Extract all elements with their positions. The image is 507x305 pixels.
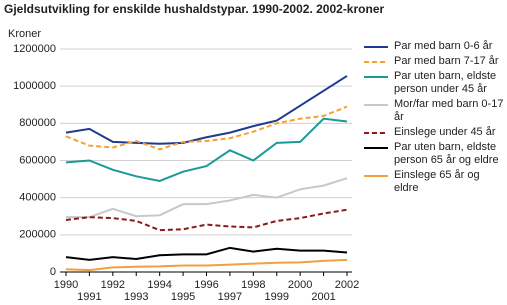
legend-label: Par uten barn, eldste person 65 år og el… — [394, 141, 499, 166]
x-tick-label: 1997 — [218, 291, 242, 303]
y-axis-label: Kroner — [8, 28, 41, 40]
x-tick-label: 1996 — [194, 279, 218, 291]
legend-label: Par med barn 0-6 år — [394, 40, 493, 52]
legend-item: Par uten barn, eldste person 65 år og el… — [364, 141, 504, 167]
x-tick-label: 1991 — [77, 291, 101, 303]
legend-swatch — [364, 132, 388, 134]
legend-item: Par med barn 0-6 år — [364, 40, 504, 53]
legend-label: Par uten barn, eldste person under 45 år — [394, 70, 497, 95]
legend-swatch — [364, 76, 388, 78]
legend-label: Par med barn 7-17 år — [394, 55, 499, 67]
legend-swatch — [364, 104, 388, 106]
legend-swatch — [364, 147, 388, 149]
y-tick-label: 200000 — [19, 229, 56, 241]
x-tick-label: 1998 — [241, 279, 265, 291]
legend-item: Einslege under 45 år — [364, 126, 504, 139]
x-tick-label: 2001 — [311, 291, 335, 303]
x-tick-label: 1999 — [265, 291, 289, 303]
y-tick-label: 0 — [50, 266, 56, 278]
legend-item: Par med barn 7-17 år — [364, 55, 504, 68]
legend: Par med barn 0-6 år Par med barn 7-17 år P… — [364, 40, 504, 197]
legend-item: Par uten barn, eldste person under 45 år — [364, 70, 504, 96]
x-tick-label: 1995 — [171, 291, 195, 303]
chart-title: Gjeldsutvikling for enskilde hushaldstyp… — [4, 2, 384, 16]
legend-label: Einslege 65 år og eldre — [394, 169, 480, 194]
legend-swatch — [364, 61, 388, 63]
legend-item: Einslege 65 år og eldre — [364, 169, 504, 195]
legend-label: Einslege under 45 år — [394, 126, 496, 138]
y-tick-label: 1000000 — [13, 80, 56, 92]
legend-swatch — [364, 46, 388, 48]
x-tick-label: 2002 — [335, 279, 359, 291]
line — [65, 246, 348, 261]
legend-label: Mor/far med barn 0-17 år — [394, 98, 504, 123]
line — [65, 105, 348, 151]
line — [65, 117, 348, 182]
x-tick-label: 1990 — [54, 279, 78, 291]
line — [65, 75, 348, 145]
legend-swatch — [364, 175, 388, 177]
line — [65, 208, 348, 232]
y-tick-label: 1200000 — [13, 43, 56, 55]
y-tick-label: 800000 — [19, 117, 56, 129]
x-tick-label: 1993 — [124, 291, 148, 303]
y-tick-label: 400000 — [19, 192, 56, 204]
legend-item: Mor/far med barn 0-17 år — [364, 98, 504, 124]
line — [65, 258, 348, 272]
line — [66, 177, 348, 219]
x-tick-label: 1994 — [147, 279, 171, 291]
y-tick-label: 600000 — [19, 154, 56, 166]
x-tick-label: 1992 — [101, 279, 125, 291]
x-tick-label: 2000 — [288, 279, 312, 291]
